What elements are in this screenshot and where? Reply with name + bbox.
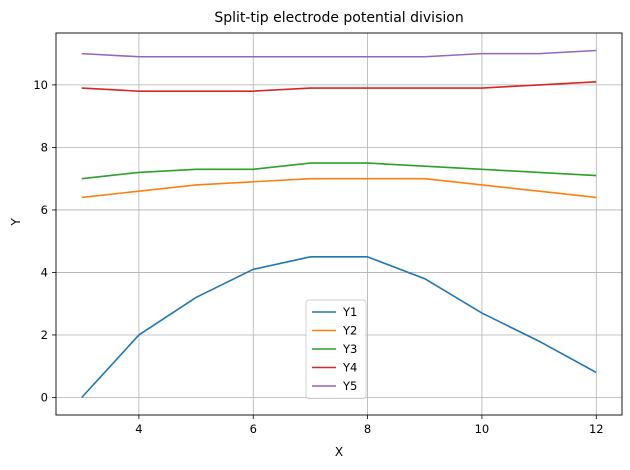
x-tick-label: 6 [250, 422, 257, 436]
x-tick-label: 8 [364, 422, 371, 436]
y-tick-label: 10 [33, 78, 48, 92]
x-tick-label: 12 [589, 422, 604, 436]
series-line-y1 [81, 256, 597, 399]
y-tick-label: 4 [41, 265, 48, 279]
legend-label: Y1 [342, 305, 357, 319]
chart-title: Split-tip electrode potential division [214, 10, 463, 26]
series-line-y3 [81, 162, 597, 180]
x-tick-label: 10 [475, 422, 490, 436]
legend: Y1 Y2 Y3 Y4 Y5 [305, 299, 367, 399]
series-line-y5 [81, 49, 597, 58]
legend-label: Y2 [342, 324, 357, 338]
series-layer [81, 49, 597, 399]
plot-area-frame [55, 32, 623, 416]
y-tick-label: 0 [41, 390, 48, 404]
x-tick-label: 4 [135, 422, 142, 436]
x-axis-label: X [335, 445, 343, 459]
y-axis-ticks: 0 2 4 6 8 10 [33, 78, 56, 404]
x-axis-ticks: 4 6 8 10 12 [135, 415, 604, 436]
series-line-y4 [81, 80, 597, 92]
legend-label: Y3 [342, 342, 357, 356]
series-line-y2 [81, 177, 597, 199]
y-tick-label: 8 [41, 140, 48, 154]
y-axis-label: Y [9, 218, 23, 227]
legend-label: Y4 [342, 361, 357, 375]
y-tick-label: 2 [41, 328, 48, 342]
legend-label: Y5 [342, 379, 357, 393]
y-tick-label: 6 [41, 203, 48, 217]
